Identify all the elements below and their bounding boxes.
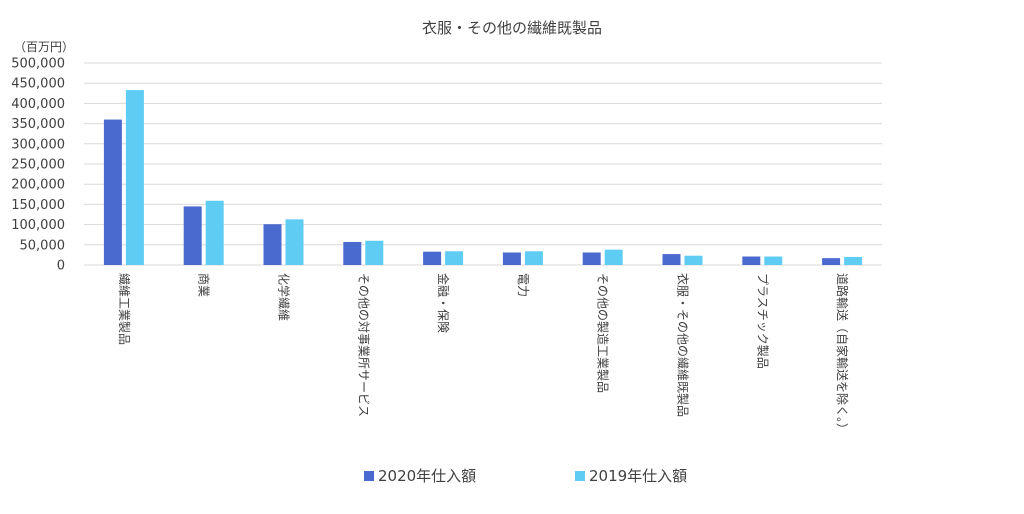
bar-2020 [263, 224, 282, 265]
bar-2019 [524, 251, 543, 265]
y-axis-ticks: 0 50,000 100,000 150,000 200,000 250,000 300,0… [11, 57, 65, 274]
y-tick-label: 150,000 [11, 198, 65, 213]
x-category-label: その他の製造工業製品 [596, 273, 610, 393]
y-tick-label: 100,000 [11, 218, 65, 233]
x-category-label: 道路輸送（自家輸送を除く。） [835, 273, 850, 435]
bar-2019 [285, 219, 304, 265]
gridlines [84, 62, 882, 266]
bar-2019 [604, 249, 623, 265]
chart-title: 衣服・その他の繊維既製品 [422, 19, 602, 37]
bar-2019 [365, 240, 384, 265]
bar-2020 [822, 258, 841, 265]
y-tick-label: 0 [57, 259, 65, 274]
legend-label: 2019年仕入額 [589, 467, 687, 485]
y-axis-unit-label: （百万円） [14, 40, 74, 54]
bar-2019 [844, 256, 863, 265]
bar-2020 [582, 252, 601, 265]
bar-2020 [103, 119, 122, 265]
bar-2020 [742, 256, 761, 265]
bar-2020 [502, 252, 521, 265]
bar-2020 [183, 206, 202, 265]
bar-2020 [423, 251, 442, 265]
bar-2020 [662, 254, 681, 265]
y-tick-label: 350,000 [11, 117, 65, 132]
x-category-label: その他の対事業所サービス [356, 273, 370, 417]
x-category-label: 衣服・その他の繊維既製品 [676, 273, 691, 417]
legend-label: 2020年仕入額 [378, 467, 476, 485]
legend-swatch [575, 471, 585, 481]
x-category-label: 電力 [516, 273, 530, 297]
y-tick-label: 500,000 [11, 57, 65, 72]
bar-2019 [125, 90, 144, 266]
y-tick-label: 300,000 [11, 137, 65, 152]
x-axis-category-labels: 繊維工業製品 商業 化学繊維 その他の対事業所サービス 金融・保険 電力 その他の製造工業製… [117, 273, 850, 435]
y-tick-label: 250,000 [11, 158, 65, 173]
x-category-label: 化学繊維 [277, 273, 292, 321]
x-category-label: 繊維工業製品 [117, 273, 131, 345]
bars [103, 90, 863, 266]
bar-2019 [764, 256, 783, 265]
legend-swatch [364, 471, 374, 481]
y-tick-label: 450,000 [11, 77, 65, 92]
x-category-label: 商業 [197, 273, 212, 297]
legend: 2020年仕入額 2019年仕入額 [364, 467, 687, 485]
y-tick-label: 200,000 [11, 178, 65, 193]
x-category-label: 金融・保険 [436, 273, 451, 333]
bar-2020 [343, 241, 362, 265]
bar-2019 [205, 200, 224, 265]
x-category-label: プラスチック製品 [755, 273, 769, 369]
y-tick-label: 50,000 [20, 238, 66, 253]
bar-2019 [684, 255, 703, 265]
y-tick-label: 400,000 [11, 97, 65, 112]
bar-2019 [445, 251, 464, 265]
